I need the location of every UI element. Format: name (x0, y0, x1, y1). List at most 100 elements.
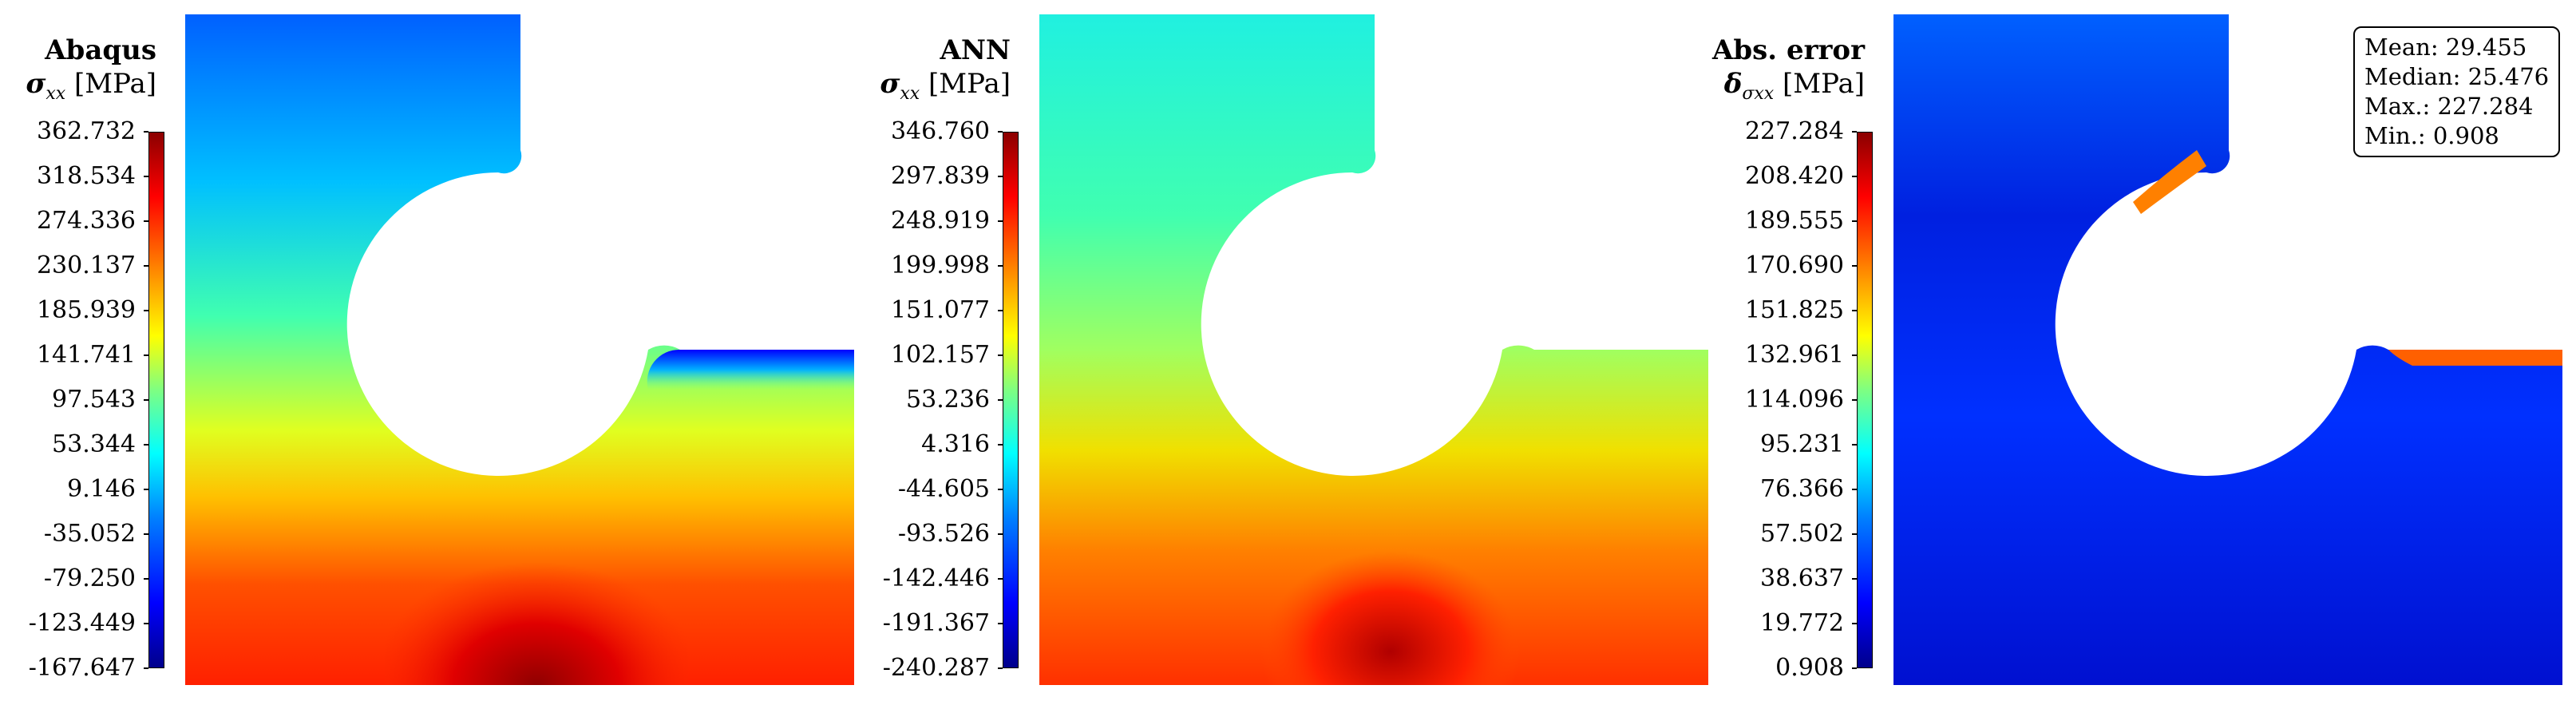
quantity-symbol: δ (1723, 68, 1743, 100)
colorbar-tick-mark (144, 265, 148, 267)
colorbar-tick-label: 53.236 (906, 386, 990, 414)
colorbar (1857, 132, 1873, 668)
colorbar-tick-label: 185.939 (36, 296, 136, 324)
colorbar-tick-mark (998, 310, 1003, 311)
colorbar-tick-mark (998, 533, 1003, 535)
colorbar-tick-label: 189.555 (1744, 207, 1844, 235)
quantity-label: σxx [MPa] (0, 67, 156, 111)
colorbar-tick-mark (1852, 220, 1857, 222)
colorbar-tick-mark (1852, 399, 1857, 401)
colorbar-tick-label: 97.543 (52, 386, 136, 414)
panel-title: ANN σxx [MPa] (854, 34, 1011, 111)
colorbar-tick-label: 9.146 (67, 475, 136, 503)
colorbar-tick-mark (144, 176, 148, 177)
colorbar-tick-label: -142.446 (882, 564, 990, 592)
unit-label: [MPa] (928, 68, 1011, 100)
stat-max: Max.: 227.284 (2364, 93, 2534, 120)
colorbar-tick-label: 57.502 (1760, 520, 1844, 548)
stress-field-abaqus (185, 14, 854, 685)
quantity-subscript: xx (900, 83, 920, 104)
colorbar-tick-label: 132.961 (1744, 341, 1844, 369)
panel-ann: ANN σxx [MPa] 346.760 297.839 248.919 199.9… (854, 0, 1708, 701)
colorbar-tick-mark (1852, 533, 1857, 535)
colorbar-tick-mark (998, 131, 1003, 133)
colorbar-tick-label: 4.316 (921, 430, 990, 458)
colorbar-tick-label: 230.137 (36, 251, 136, 279)
colorbar-tick-mark (998, 623, 1003, 624)
colorbar-tick-mark (144, 444, 148, 446)
colorbar-tick-label: 19.772 (1760, 609, 1844, 637)
stat-mean: Mean: 29.455 (2364, 34, 2527, 61)
colorbar-tick-label: 346.760 (890, 117, 990, 145)
colorbar-tick-mark (998, 399, 1003, 401)
colorbar-tick-mark (1852, 176, 1857, 177)
colorbar-tick-label: 297.839 (890, 162, 990, 190)
stats-box: Mean: 29.455 Median: 25.476 Max.: 227.28… (2353, 26, 2561, 157)
colorbar-tick-mark (1852, 131, 1857, 133)
colorbar-tick-label: -35.052 (43, 520, 136, 548)
colorbar-tick-mark (144, 667, 148, 669)
colorbar-tick-label: 151.825 (1744, 296, 1844, 324)
colorbar-tick-mark (1852, 578, 1857, 580)
colorbar-tick-mark (998, 489, 1003, 490)
colorbar-tick-label: 0.908 (1775, 654, 1844, 682)
error-field (1893, 14, 2562, 685)
colorbar-tick-mark (144, 578, 148, 580)
title-name: Abaqus (45, 34, 156, 66)
colorbar-tick-label: 208.420 (1744, 162, 1844, 190)
quantity-label: δσxx [MPa] (1708, 67, 1865, 111)
colorbar-tick-label: 274.336 (36, 207, 136, 235)
colorbar-tick-mark (1852, 623, 1857, 624)
colorbar-tick-label: 318.534 (36, 162, 136, 190)
colorbar-tick-label: -240.287 (882, 654, 990, 682)
unit-label: [MPa] (1783, 68, 1865, 100)
colorbar-tick-label: -123.449 (28, 609, 136, 637)
colorbar (1003, 132, 1019, 668)
panel-title: Abaqus σxx [MPa] (0, 34, 156, 111)
colorbar-tick-mark (998, 220, 1003, 222)
stat-median: Median: 25.476 (2364, 63, 2550, 90)
colorbar-tick-mark (144, 131, 148, 133)
quantity-symbol: σ (26, 68, 46, 100)
colorbar-tick-mark (1852, 310, 1857, 311)
colorbar (148, 132, 164, 668)
colorbar-tick-mark (998, 667, 1003, 669)
colorbar-tick-mark (144, 310, 148, 311)
colorbar-tick-label: 53.344 (52, 430, 136, 458)
quantity-label: σxx [MPa] (854, 67, 1011, 111)
colorbar-tick-label: 151.077 (890, 296, 990, 324)
colorbar-tick-mark (144, 220, 148, 222)
unit-label: [MPa] (74, 68, 156, 100)
colorbar-tick-label: -191.367 (882, 609, 990, 637)
quantity-symbol: σ (880, 68, 900, 100)
title-name: Abs. error (1711, 34, 1865, 66)
colorbar-tick-label: 76.366 (1760, 475, 1844, 503)
colorbar-tick-mark (998, 265, 1003, 267)
colorbar-tick-label: 38.637 (1760, 564, 1844, 592)
colorbar-tick-mark (1852, 667, 1857, 669)
quantity-subscript: xx (46, 83, 66, 104)
colorbar-tick-mark (1852, 265, 1857, 267)
panel-abs-error: Abs. error δσxx [MPa] Mean: 29.455 Media… (1708, 0, 2576, 701)
colorbar-tick-label: 95.231 (1760, 430, 1844, 458)
colorbar-tick-mark (144, 399, 148, 401)
title-name: ANN (940, 34, 1011, 66)
colorbar-tick-label: 199.998 (890, 251, 990, 279)
colorbar-tick-mark (144, 354, 148, 356)
colorbar-tick-mark (144, 623, 148, 624)
colorbar-tick-label: 102.157 (890, 341, 990, 369)
colorbar-tick-label: -93.526 (897, 520, 990, 548)
colorbar-tick-mark (998, 176, 1003, 177)
colorbar-tick-mark (144, 533, 148, 535)
quantity-subscript: σxx (1742, 83, 1775, 104)
colorbar-tick-label: 114.096 (1744, 386, 1844, 414)
colorbar-tick-label: -167.647 (28, 654, 136, 682)
stat-min: Min.: 0.908 (2364, 122, 2499, 149)
colorbar-tick-label: 170.690 (1744, 251, 1844, 279)
colorbar-tick-mark (144, 489, 148, 490)
colorbar-tick-label: 248.919 (890, 207, 990, 235)
colorbar-tick-label: -44.605 (897, 475, 990, 503)
colorbar-tick-label: -79.250 (43, 564, 136, 592)
colorbar-tick-mark (1852, 444, 1857, 446)
colorbar-tick-mark (1852, 489, 1857, 490)
